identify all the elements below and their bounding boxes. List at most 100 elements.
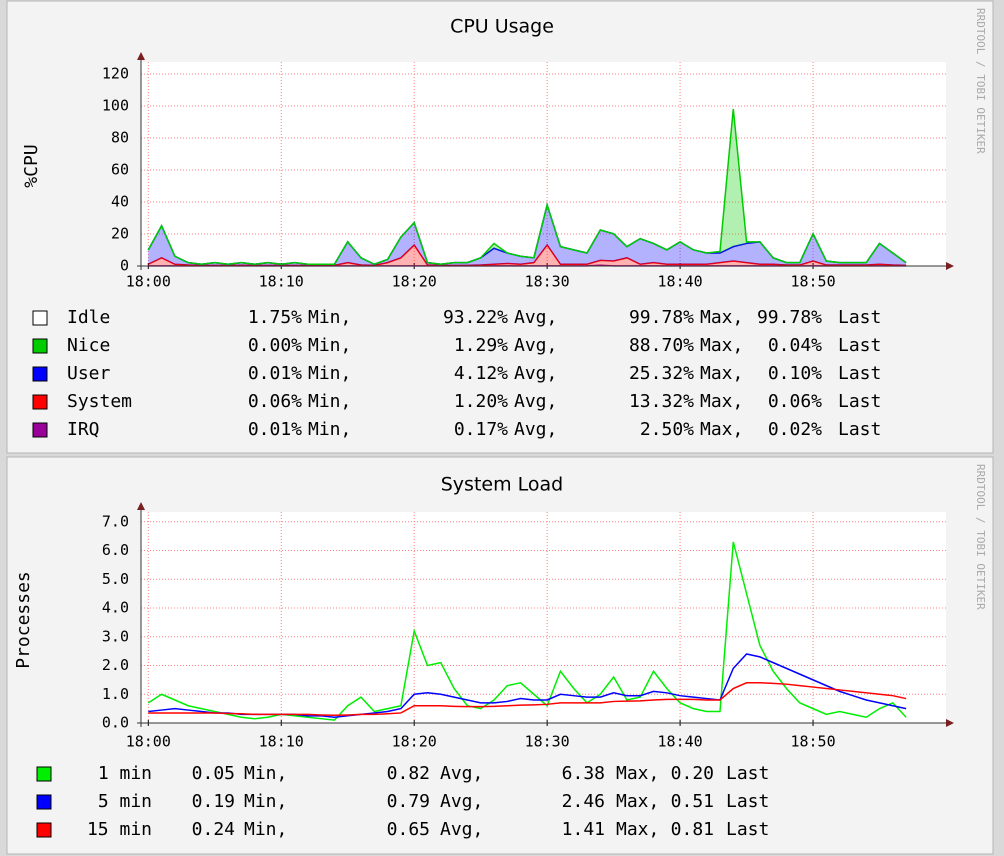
legend-stat: 0.65 [387,819,430,840]
legend-stat-label: Avg, [514,335,557,356]
legend-swatch [36,822,52,838]
legend-stat-label: Max, [700,391,743,412]
legend-stat: 0.19 [192,791,235,812]
legend-stat-label: Max, [616,763,659,784]
legend-name: Nice [67,335,110,356]
legend-stat: 6.38 [562,763,605,784]
legend-stat-label: Max, [616,791,659,812]
x-tick-label: 18:30 [525,273,570,291]
y-tick-label: 2.0 [102,656,129,674]
x-tick-label: 18:20 [392,733,437,751]
y-axis-label: %CPU [21,144,42,187]
legend-stat: 2.46 [562,791,605,812]
legend-stat-label: Last [726,763,769,784]
y-tick-label: 60 [111,161,129,179]
watermark: RRDTOOL / TOBI OETIKER [974,8,987,154]
chart-title: CPU Usage [450,16,554,38]
x-tick-label: 18:10 [259,273,304,291]
y-tick-label: 80 [111,129,129,147]
x-tick-label: 18:10 [259,733,304,751]
legend-stat: 25.32% [629,363,694,384]
legend-name: User [67,363,111,384]
legend-stat: 0.51 [671,791,714,812]
y-tick-label: 20 [111,225,129,243]
plot-area [141,512,946,723]
y-tick-label: 0 [120,257,129,275]
legend-stat-label: Min, [308,335,351,356]
legend-stat-label: Max, [616,819,659,840]
y-tick-label: 5.0 [102,570,129,588]
legend-stat-label: Avg, [514,363,557,384]
y-tick-label: 3.0 [102,627,129,645]
legend-swatch [32,422,48,438]
legend-stat-label: Max, [700,307,743,328]
legend-stat: 0.79 [387,791,430,812]
chart-title: System Load [441,474,563,496]
legend-stat-label: Avg, [440,819,483,840]
x-tick-label: 18:20 [392,273,437,291]
x-tick-label: 18:00 [126,273,171,291]
legend-stat-label: Last [838,307,881,328]
legend-stat-label: Last [726,791,769,812]
legend-stat: 0.06% [768,391,822,412]
legend-stat: 0.06% [248,391,302,412]
legend-name: System [67,391,132,412]
legend-stat-label: Min, [308,363,351,384]
legend-stat: 4.12% [454,363,508,384]
legend-stat: 13.32% [629,391,694,412]
axis-arrow [137,502,145,510]
legend-stat: 0.17% [454,419,508,440]
y-tick-label: 120 [102,65,129,83]
legend-stat-label: Max, [700,419,743,440]
legend-stat-label: Max, [700,363,743,384]
legend-swatch [32,338,48,354]
legend-stat-label: Min, [244,819,287,840]
legend-stat-label: Last [838,419,881,440]
legend-stat-label: Min, [308,391,351,412]
legend-stat: 93.22% [443,307,508,328]
axis-arrow [946,262,954,270]
legend-stat: 99.78% [629,307,694,328]
legend-stat-label: Avg, [514,419,557,440]
axis-arrow [946,719,954,727]
legend-stat: 2.50% [640,419,694,440]
area-line [147,108,907,266]
y-tick-label: 6.0 [102,541,129,559]
legend-stat: 1.29% [454,335,508,356]
legend-stat-label: Last [838,335,881,356]
legend-stat: 0.01% [248,419,302,440]
line [148,682,907,716]
line [147,541,907,721]
legend-stat-label: Min, [244,763,287,784]
legend-stat: 0.02% [768,419,822,440]
y-tick-label: 0.0 [102,714,129,732]
legend-stat-label: Last [838,391,881,412]
legend-stat: 0.05 [192,763,235,784]
legend-stat-label: Avg, [514,391,557,412]
legend-stat: 0.82 [387,763,430,784]
legend-stat-label: Max, [700,335,743,356]
y-axis-label: Processes [13,571,34,669]
x-tick-label: 18:00 [126,733,171,751]
legend-name: IRQ [67,419,100,440]
legend-stat-label: Avg, [514,307,557,328]
legend-stat-label: Last [726,819,769,840]
area-line [147,243,907,267]
legend-stat: 1.75% [248,307,302,328]
legend-stat-label: Last [838,363,881,384]
legend-stat: 0.04% [768,335,822,356]
legend-stat: 99.78% [757,307,822,328]
legend-swatch [32,310,48,326]
y-tick-label: 1.0 [102,685,129,703]
y-tick-label: 4.0 [102,599,129,617]
legend-stat: 0.00% [248,335,302,356]
legend-stat: 0.20 [671,763,714,784]
legend-swatch [32,366,48,382]
axis-arrow [137,52,145,60]
legend-name: 15 min [87,819,152,840]
legend-stat: 88.70% [629,335,694,356]
legend-stat: 0.01% [248,363,302,384]
y-tick-label: 100 [102,97,129,115]
legend-name: 1 min [98,763,152,784]
